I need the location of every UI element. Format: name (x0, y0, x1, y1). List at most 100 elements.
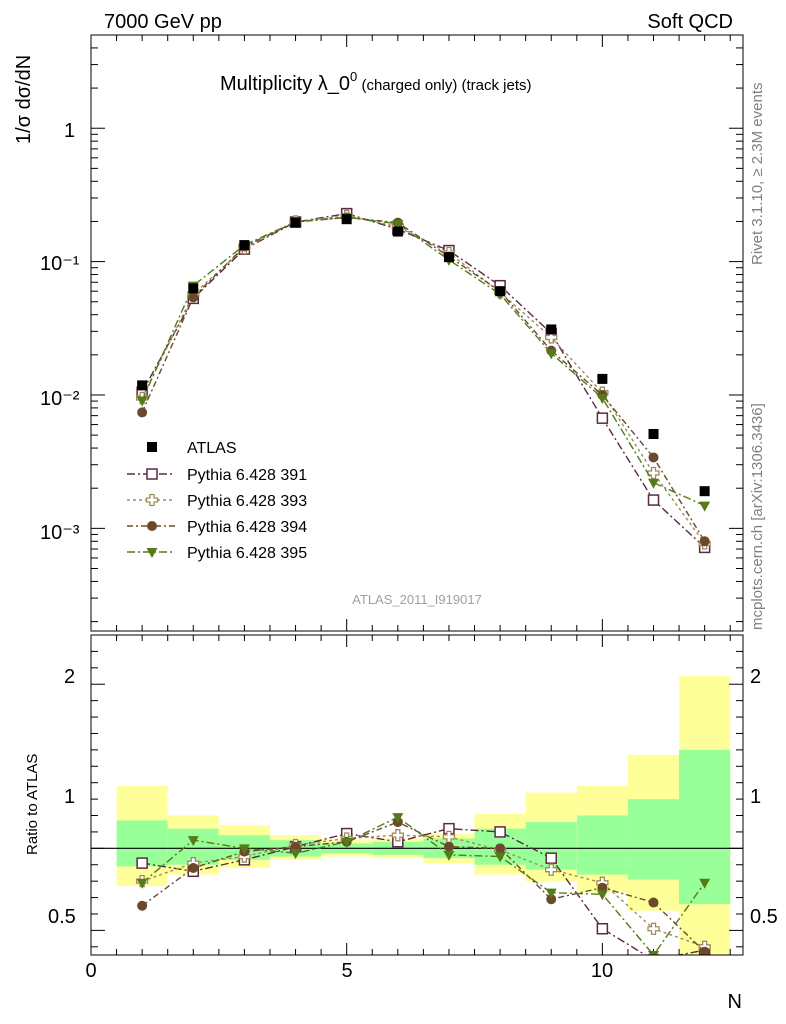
legend-label-391: Pythia 6.428 391 (187, 467, 307, 484)
legend-label-395: Pythia 6.428 395 (187, 545, 307, 562)
ratio-point (136, 857, 148, 869)
ratio-point (647, 954, 660, 955)
atlas-data-point (290, 217, 301, 228)
atlas-data-point (341, 214, 352, 225)
ratio-point (137, 900, 148, 911)
ratio-plot-marks (135, 813, 711, 955)
ratio-point (647, 922, 660, 935)
ratio-point (546, 894, 557, 905)
ratio-point (545, 863, 558, 876)
legend: ATLAS Pythia 6.428 391 Pythia 6.428 393 … (127, 440, 307, 562)
ratio-ytick-label: 1 (64, 786, 75, 808)
header-left: 7000 GeV pp (104, 11, 222, 33)
xtick-label: 10 (591, 960, 613, 982)
main-plot-marks (135, 207, 711, 554)
legend-marker (146, 548, 158, 558)
ratio-point (597, 882, 608, 893)
ratio-point (187, 836, 199, 847)
ratio-point (494, 852, 506, 863)
data-point (699, 536, 710, 547)
legend-label-393: Pythia 6.428 393 (187, 493, 307, 510)
atlas-data-point (137, 380, 148, 391)
ratio-point (188, 863, 199, 874)
data-point (647, 494, 660, 506)
atlas-data-point (392, 226, 403, 237)
series-line (141, 216, 705, 507)
ratio-series-line (141, 834, 705, 948)
atlas-data-point (188, 283, 199, 294)
atlas-data-point (597, 373, 608, 384)
main-ytick-label: 10⁻³ (40, 522, 80, 544)
ratio-point (545, 852, 557, 864)
ratio-point (392, 813, 404, 824)
ratio-ytick-label-right: 0.5 (750, 906, 778, 928)
mcplots-reference-label: mcplots.cern.ch [arXiv:1306.3436] (749, 403, 766, 630)
ratio-point (443, 841, 454, 852)
ratio-ytick-label: 0.5 (48, 906, 76, 928)
ratio-ytick-label: 2 (64, 666, 75, 688)
analysis-id-label: ATLAS_2011_I919017 (352, 592, 482, 607)
data-point (188, 292, 199, 303)
ratio-point (495, 843, 506, 854)
legend-label-394: Pythia 6.428 394 (187, 519, 307, 536)
ratio-point (596, 890, 608, 901)
uncertainty-band-inner (576, 815, 628, 875)
data-point (545, 349, 557, 360)
ratio-series-line (141, 816, 706, 955)
ratio-point (443, 850, 455, 861)
ratio-ytick-label-right: 1 (750, 786, 761, 808)
x-axis-label: N (728, 991, 742, 1013)
data-point (545, 331, 558, 344)
atlas-data-point (495, 286, 506, 297)
atlas-data-point (546, 324, 557, 335)
ratio-point (341, 837, 353, 848)
data-point (648, 478, 660, 489)
xtick-label: 0 (85, 960, 96, 982)
legend-marker (146, 468, 158, 480)
legend-marker (147, 442, 157, 452)
main-ytick-label: 10⁻¹ (40, 253, 80, 275)
ratio-point (545, 888, 557, 899)
ratio-point (648, 951, 660, 955)
data-point (596, 412, 609, 424)
ratio-point (290, 849, 302, 860)
ratio-point (494, 826, 506, 838)
ratio-point (136, 878, 148, 889)
atlas-data-point (443, 252, 454, 263)
data-point (648, 452, 659, 463)
data-point (699, 501, 711, 512)
atlas-data-point (648, 428, 659, 439)
data-point (647, 466, 660, 480)
main-plot-title: Multiplicity λ_00 (charged only) (track … (220, 69, 532, 95)
atlas-data-point (239, 240, 250, 251)
legend-marker (145, 493, 159, 507)
ratio-point (699, 878, 711, 889)
main-ytick-label: 1 (64, 120, 75, 142)
rivet-version-label: Rivet 3.1.10, ≥ 2.3M events (749, 83, 766, 266)
axis-ticks (90, 34, 743, 955)
legend-marker (147, 521, 157, 531)
legend-label-atlas: ATLAS (187, 440, 237, 457)
ratio-point (290, 841, 301, 852)
ratio-series-line (141, 821, 706, 953)
xtick-label: 5 (341, 960, 352, 982)
data-point (392, 219, 404, 230)
main-y-axis-label: 1/σ dσ/dN (13, 55, 35, 144)
atlas-data-point (699, 486, 710, 497)
ratio-plot-frame (90, 634, 744, 956)
ratio-point (391, 829, 404, 842)
series-line (141, 216, 706, 542)
ratio-point (699, 946, 710, 955)
data-point (596, 393, 608, 404)
data-point (136, 396, 148, 407)
ratio-point (238, 844, 250, 855)
ratio-ytick-label-right: 2 (750, 666, 761, 688)
header-right: Soft QCD (647, 11, 733, 33)
data-point (137, 407, 148, 418)
ratio-y-axis-label: Ratio to ATLAS (24, 754, 41, 855)
ratio-point (648, 897, 659, 908)
main-ytick-label: 10⁻² (40, 388, 80, 410)
ratio-point (596, 922, 609, 935)
main-plot-frame (90, 34, 744, 632)
